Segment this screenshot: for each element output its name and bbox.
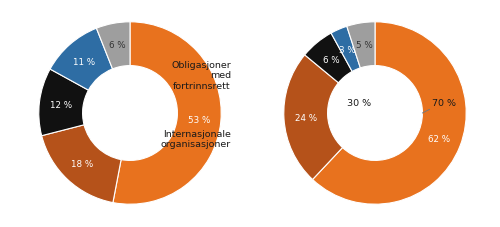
Text: Selskap: Selskap xyxy=(0,226,1,227)
Text: Stat,
inflasjonssikret: Stat, inflasjonssikret xyxy=(0,226,1,227)
Text: 6 %: 6 % xyxy=(322,56,339,65)
Text: 11 %: 11 % xyxy=(73,57,95,66)
Wedge shape xyxy=(304,34,352,83)
Text: 5 %: 5 % xyxy=(356,41,372,50)
Text: Stat,
inflasjonssikret: Stat, inflasjonssikret xyxy=(0,226,1,227)
Text: Pantesikret: Pantesikret xyxy=(0,226,1,227)
Text: Obligasjoner
med
fortrinnsrett: Obligasjoner med fortrinnsrett xyxy=(171,61,231,90)
Text: 24 %: 24 % xyxy=(295,113,317,122)
Wedge shape xyxy=(284,56,343,180)
Wedge shape xyxy=(113,23,221,204)
Wedge shape xyxy=(347,23,375,69)
Text: 53 %: 53 % xyxy=(188,116,210,124)
Text: 12 %: 12 % xyxy=(50,100,72,109)
Text: 6 %: 6 % xyxy=(108,41,126,50)
Wedge shape xyxy=(39,70,88,136)
Wedge shape xyxy=(331,27,360,72)
Text: 70 %: 70 % xyxy=(422,98,456,114)
Wedge shape xyxy=(312,23,466,204)
Text: 30 %: 30 % xyxy=(346,98,370,107)
Wedge shape xyxy=(50,29,112,91)
Text: Internasjonale
organisasjoner: Internasjonale organisasjoner xyxy=(160,129,231,149)
Text: 62 %: 62 % xyxy=(428,134,450,143)
Text: 3 %: 3 % xyxy=(339,46,356,55)
Text: 18 %: 18 % xyxy=(72,159,94,168)
Wedge shape xyxy=(42,125,121,203)
Text: Stat: Stat xyxy=(0,226,1,227)
Wedge shape xyxy=(96,23,130,70)
